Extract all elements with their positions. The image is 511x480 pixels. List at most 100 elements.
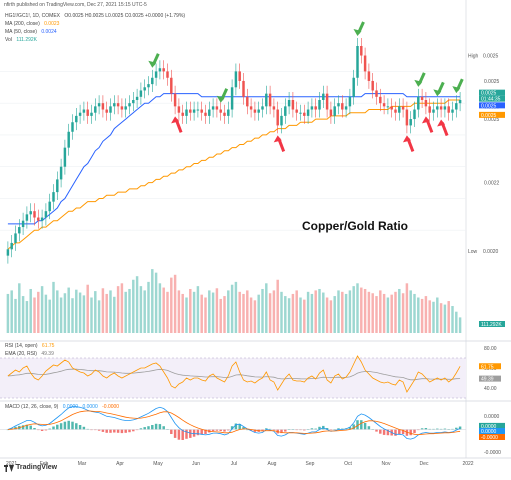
volume-bar (337, 290, 340, 333)
macd-histogram-bar (219, 429, 222, 431)
macd-histogram-bar (280, 429, 283, 434)
volume-bar (143, 290, 146, 333)
macd-histogram-bar (325, 428, 329, 430)
candle-body (318, 100, 321, 110)
macd-histogram-bar (246, 429, 249, 431)
volume-bar (352, 286, 355, 333)
volume-bar (109, 290, 112, 333)
volume-bar (329, 300, 333, 333)
macd-histogram-bar (375, 429, 378, 432)
macd-histogram-bar (75, 423, 78, 430)
macd-histogram-bar (189, 429, 192, 438)
candle-body (128, 103, 131, 107)
candle-body (379, 96, 382, 104)
candle-body (78, 112, 82, 116)
candle-body (329, 109, 333, 116)
volume-bar (78, 292, 82, 333)
volume-bar (303, 299, 306, 333)
macd-histogram-bar (420, 428, 424, 430)
ema-line (7, 368, 461, 381)
macd-tick-label: 0.0000 (484, 414, 500, 420)
macd-histogram-bar (44, 429, 48, 431)
macd-histogram-bar (67, 420, 70, 430)
candle-body (447, 106, 450, 113)
volume-bar (139, 286, 143, 333)
volume-bar (253, 300, 257, 333)
candle-body (139, 90, 143, 97)
volume-bar (48, 299, 51, 333)
candle-body (25, 214, 29, 221)
macd-badge (479, 434, 505, 440)
macd-histogram-bar (181, 429, 184, 440)
candle-body (341, 103, 344, 110)
volume-bar (436, 297, 439, 333)
candle-body (299, 112, 302, 114)
volume-bar (18, 283, 21, 333)
candle-body (253, 109, 257, 113)
candle-body (109, 106, 112, 113)
candle-body (21, 220, 25, 228)
rsi-legend: RSI (14, open) 61.75 (5, 343, 54, 349)
volume-bar (272, 290, 276, 333)
macd-histogram-bar (48, 428, 51, 430)
red-arrow-head (402, 135, 411, 143)
green-arrow-head (216, 95, 225, 103)
volume-bar (318, 288, 321, 333)
macd-histogram-bar (86, 428, 89, 430)
macd-histogram-bar (223, 429, 226, 432)
candle-body (154, 71, 158, 78)
macd-histogram-bar (14, 426, 17, 430)
candle-body (59, 166, 63, 180)
volume-bar (120, 283, 124, 333)
price-badge-label: 0.0025 (481, 103, 497, 109)
price-badge (479, 95, 505, 102)
ma200-line (7, 99, 461, 250)
volume-bar (333, 296, 336, 333)
volume-bar (52, 281, 55, 333)
volume-bar (181, 293, 184, 333)
candle-body (48, 201, 51, 212)
volume-bar (97, 300, 101, 333)
macd-histogram-bar (29, 425, 32, 430)
macd-histogram-bar (71, 421, 74, 430)
candle-body (173, 93, 177, 107)
volume-value: 111.292K (16, 37, 38, 43)
volume-bar (204, 297, 207, 333)
candle-body (219, 109, 222, 113)
volume-bar (458, 317, 462, 333)
volume-bar (432, 301, 435, 333)
macd-label: MACD (12, 26, close, 9) (5, 404, 59, 410)
candle-body (287, 100, 291, 107)
ema-label: EMA (20, RSI) (5, 351, 37, 357)
candle-body (432, 109, 435, 113)
candle-body (310, 106, 314, 110)
publish-header: nfirth published on TradingView.com, Dec… (4, 2, 147, 8)
x-axis-label: Apr (116, 461, 124, 467)
candle-body (249, 106, 253, 110)
macd-histogram-bar (337, 428, 340, 430)
candle-body (200, 109, 203, 113)
macd-histogram-bar (249, 429, 253, 431)
candle-body (284, 106, 287, 116)
rsi-label: RSI (14, open) (5, 343, 38, 349)
candle-body (367, 71, 371, 81)
red-arrow-head (421, 116, 430, 124)
ma200-label: MA (200, close) (5, 21, 40, 27)
volume-bar (37, 291, 40, 333)
candle-body (322, 93, 325, 100)
candle-body (170, 77, 173, 94)
ma50-line (7, 93, 461, 225)
candle-body (417, 96, 420, 110)
volume-bar (295, 290, 298, 333)
volume-bar (21, 296, 25, 333)
symbol-label: HG1!/GC1!, 1D, COMEX (5, 13, 61, 19)
candle-body (67, 131, 70, 148)
candle-body (10, 242, 13, 250)
green-arrow-head (414, 79, 423, 87)
candle-body (56, 179, 59, 193)
macd-histogram-bar (177, 429, 181, 440)
volume-bar (200, 294, 203, 333)
macd-badge-label: 0.0000 (481, 424, 497, 430)
volume-bar (196, 286, 200, 333)
